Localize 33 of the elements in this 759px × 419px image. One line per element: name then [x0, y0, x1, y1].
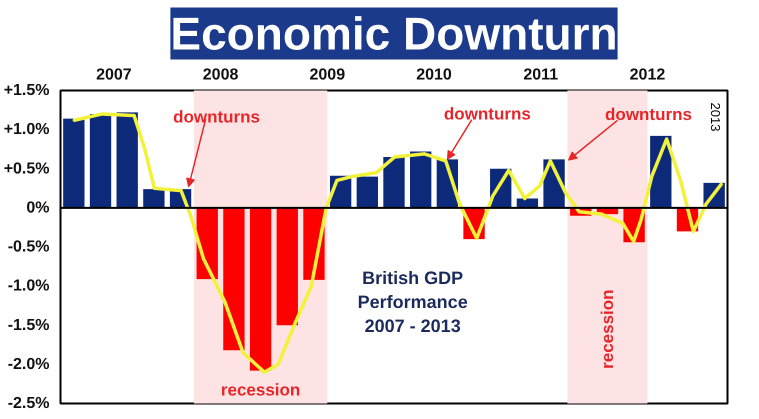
y-tick-label: 0%	[26, 199, 50, 216]
bar	[223, 208, 245, 350]
y-tick-label: +0.5%	[4, 160, 50, 178]
annotation: downturns	[444, 104, 531, 124]
bar	[63, 118, 85, 208]
x-tick-label: 2009	[310, 66, 346, 84]
bar	[410, 152, 432, 208]
x-tick-label: 2010	[416, 66, 452, 84]
band-label: recession	[598, 289, 617, 369]
bar	[143, 189, 165, 208]
annotation: downturns	[605, 105, 692, 124]
band-label: recession	[220, 380, 300, 400]
y-tick-label: -1.5%	[8, 316, 50, 334]
bar	[356, 176, 378, 208]
x-tick-label: 2008	[202, 66, 238, 84]
y-tick-label: -2.5%	[8, 395, 50, 412]
x-tick-label: 2012	[630, 66, 666, 84]
y-tick-label: -2.0%	[8, 356, 50, 373]
y-tick-label: +1.5%	[4, 82, 50, 99]
y-tick-label: -0.5%	[8, 238, 50, 256]
bar	[116, 112, 138, 208]
chart-title: Economic Downturn	[170, 8, 618, 60]
bar	[90, 114, 112, 208]
y-tick-label: +1.0%	[4, 121, 50, 138]
annotation: British GDP Performance 2007 - 2013	[358, 268, 468, 336]
y-tick-label: -1.0%	[8, 278, 50, 295]
annotation: downturns	[173, 108, 260, 127]
bar	[276, 208, 298, 326]
bar	[383, 157, 405, 208]
x-tick-label: 2007	[96, 66, 132, 84]
bar	[250, 208, 272, 371]
x-tick-label: 2011	[523, 66, 558, 84]
annotation: 2013	[708, 102, 723, 132]
